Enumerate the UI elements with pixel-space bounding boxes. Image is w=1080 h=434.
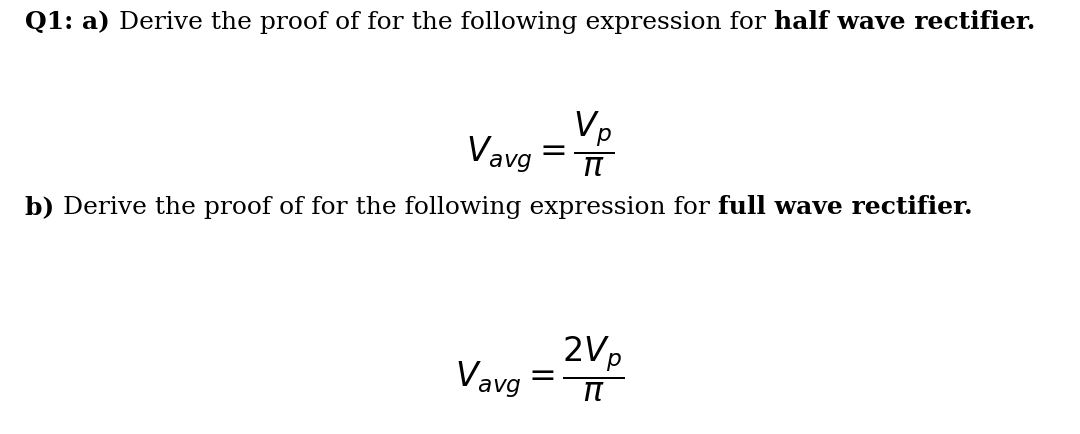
Text: b): b) <box>25 195 63 219</box>
Text: $V_{avg} = \dfrac{V_p}{\pi}$: $V_{avg} = \dfrac{V_p}{\pi}$ <box>465 109 615 178</box>
Text: Q1:: Q1: <box>25 10 82 34</box>
Text: $V_{avg} = \dfrac{2V_p}{\pi}$: $V_{avg} = \dfrac{2V_p}{\pi}$ <box>455 335 625 404</box>
Text: a): a) <box>82 10 119 34</box>
Text: full wave rectifier.: full wave rectifier. <box>718 195 972 219</box>
Text: Derive the proof of for the following expression for: Derive the proof of for the following ex… <box>119 11 773 34</box>
Text: Derive the proof of for the following expression for: Derive the proof of for the following ex… <box>63 196 718 219</box>
Text: half wave rectifier.: half wave rectifier. <box>773 10 1035 34</box>
